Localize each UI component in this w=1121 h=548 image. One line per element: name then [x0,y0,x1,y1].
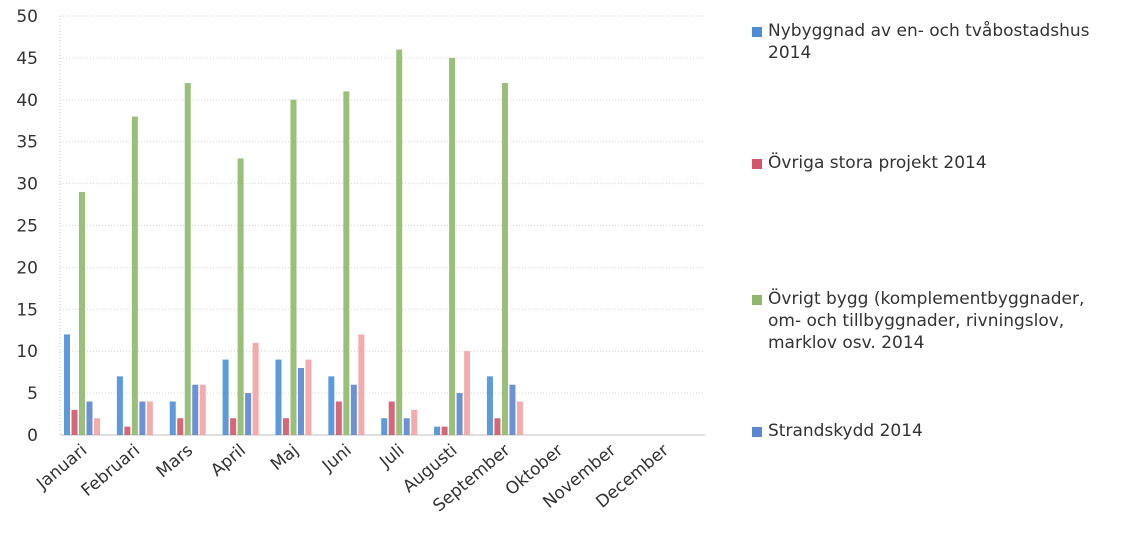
bar-2-april [230,418,237,435]
bar-5-juni [358,334,365,435]
bar-1-maj [275,359,282,435]
bar-4-augusti [456,393,463,435]
bar-5-januari [94,418,100,435]
bar-3-april [237,158,244,435]
bar-5-maj [305,359,312,435]
bar-5-februari [146,401,153,435]
legend-item: Nybyggnad av en- och tvåbostadshus 2014 [752,20,1108,64]
bar-3-augusti [449,57,456,436]
x-tick-label: Februari [78,441,144,501]
legend-label: Övriga stora projekt 2014 [768,153,987,173]
bar-5-september [516,401,523,435]
legend-item: Strandskydd 2014 [752,420,1108,442]
bar-2-juli [388,401,395,435]
bar-3-maj [290,99,297,436]
y-tick-label: 25 [16,217,38,237]
bar-2-maj [282,418,289,435]
bar-2-mars [177,418,184,435]
legend-label: Strandskydd 2014 [768,421,923,441]
y-tick-label: 0 [27,426,38,446]
bar-3-juni [343,91,350,436]
legend-item: Övriga stora projekt 2014 [752,152,1108,174]
legend-item: Övrigt bygg (komplementbyggnader, om- oc… [752,288,1108,354]
bar-4-mars [192,384,199,435]
bar-4-maj [297,367,304,435]
bar-4-juni [350,384,357,435]
bar-4-april [245,393,252,435]
bar-3-februari [131,116,138,435]
bar-1-april [222,359,229,435]
x-tick-label: Juli [375,441,408,473]
y-tick-label: 5 [27,384,38,404]
y-tick-label: 40 [16,91,38,111]
bar-3-juli [396,49,403,436]
bar-3-januari [79,191,85,435]
legend-swatch [752,427,762,437]
bar-2-februari [124,426,131,435]
bar-2-september [494,418,501,435]
x-tick-label: Maj [267,441,303,475]
y-tick-label: 45 [16,49,38,69]
bar-3-september [501,83,508,435]
bar-5-augusti [464,351,471,435]
x-tick-label: Juni [318,441,356,477]
bar-5-april [252,342,259,435]
legend-label: Nybyggnad av en- och tvåbostadshus 2014 [768,21,1090,63]
y-tick-label: 15 [16,300,38,320]
bar-1-juli [381,418,388,435]
bar-4-februari [139,401,146,435]
bar-1-juni [328,376,335,435]
x-tick-label: April [207,441,250,481]
bar-2-juni [335,401,342,435]
bar-1-augusti [434,426,441,435]
bar-1-mars [169,401,176,435]
y-tick-label: 20 [16,258,38,278]
bar-5-mars [199,384,206,435]
bar-5-juli [411,409,418,435]
y-tick-label: 10 [16,342,38,362]
x-tick-label: Mars [153,440,197,482]
legend-label: Övrigt bygg (komplementbyggnader, om- oc… [768,289,1085,353]
bar-1-februari [116,376,123,435]
chart-legend: Nybyggnad av en- och tvåbostadshus 2014 Ö… [752,0,1112,460]
bar-4-juli [403,418,410,435]
legend-swatch [752,159,762,169]
y-tick-label: 30 [16,175,38,195]
legend-swatch [752,295,762,305]
bar-4-januari [86,401,93,435]
bar-1-september [486,376,493,435]
legend-swatch [752,27,762,37]
y-tick-label: 50 [16,7,38,27]
bar-2-januari [71,409,78,435]
bar-1-januari [64,334,70,435]
bar-2-augusti [441,426,448,435]
bar-3-mars [184,83,191,435]
y-tick-label: 35 [16,133,38,153]
bar-4-september [509,384,516,435]
